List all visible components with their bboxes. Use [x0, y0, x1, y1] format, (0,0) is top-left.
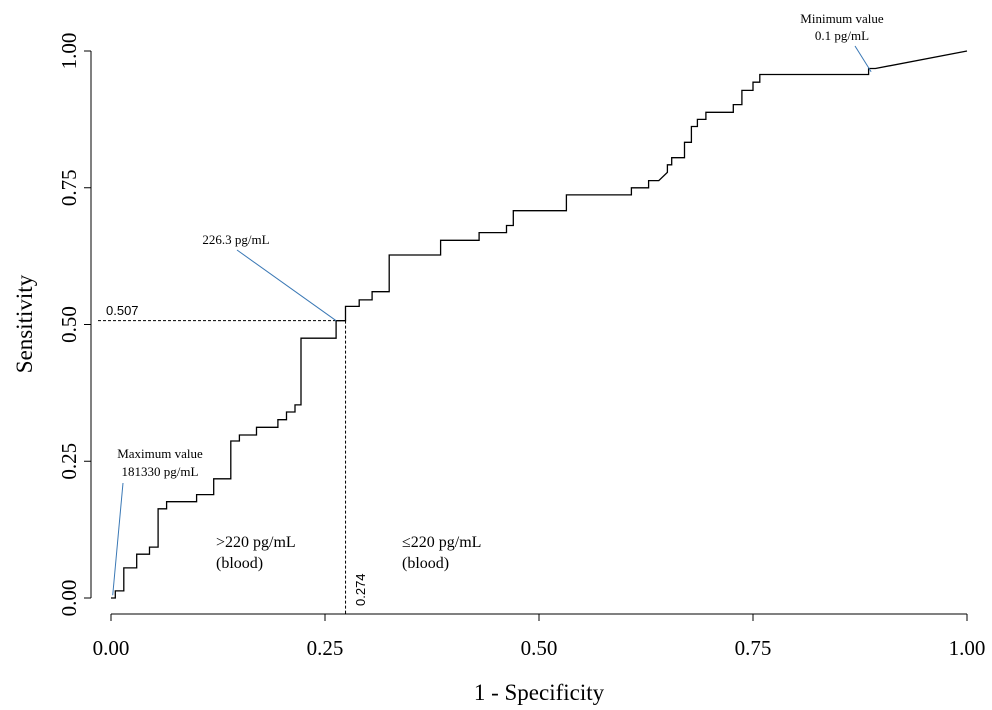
x-tick-label: 0.50 [521, 636, 558, 660]
right-region-note: (blood) [402, 555, 449, 572]
series-group [111, 50, 968, 599]
x-tick-label: 0.25 [307, 636, 344, 660]
y-ticks: 0.00 0.25 0.50 0.75 1.00 [57, 33, 91, 617]
y-tick-label: 1.00 [57, 33, 81, 70]
right-region-label: ≤220 pg/mL [402, 534, 481, 551]
roc-curve-line [111, 50, 968, 599]
min-value-label: Minimum value [800, 11, 884, 26]
cutoff-label: 226.3 pg/mL [202, 232, 269, 247]
left-region-note: (blood) [216, 555, 263, 572]
x-ticks: 0.00 0.25 0.50 0.75 1.00 [93, 614, 986, 660]
y-reference-label: 0.507 [106, 303, 139, 318]
cutoff-callout [236, 249, 337, 322]
min-value-amount: 0.1 pg/mL [815, 28, 869, 43]
x-tick-label: 1.00 [949, 636, 986, 660]
x-tick-label: 0.75 [735, 636, 772, 660]
axes [90, 51, 967, 615]
min-value-callout [854, 45, 872, 73]
y-tick-label: 0.75 [57, 169, 81, 206]
x-axis-title: 1 - Specificity [474, 680, 605, 705]
max-value-callout [112, 482, 124, 596]
x-reference-label: 0.274 [353, 573, 368, 606]
y-tick-label: 0.25 [57, 443, 81, 480]
x-tick-label: 0.00 [93, 636, 130, 660]
reference-lines [98, 320, 347, 614]
callout-lines [112, 45, 872, 596]
left-region-label: >220 pg/mL [216, 534, 296, 551]
y-axis-title: Sensitivity [12, 274, 37, 373]
y-tick-label: 0.00 [57, 580, 81, 617]
max-value-amount: 181330 pg/mL [122, 464, 199, 479]
max-value-label: Maximum value [117, 446, 203, 461]
y-tick-label: 0.50 [57, 306, 81, 343]
